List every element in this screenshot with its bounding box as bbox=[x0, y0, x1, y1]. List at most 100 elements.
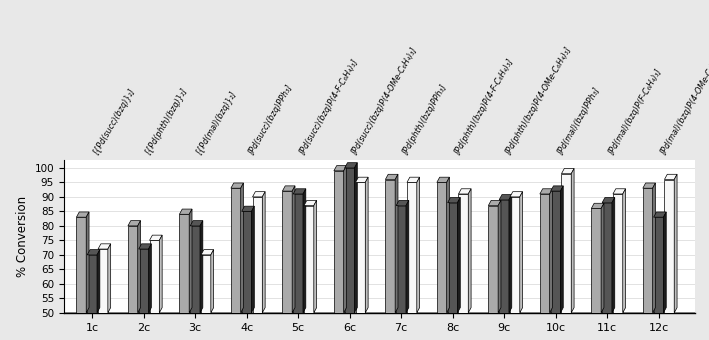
Polygon shape bbox=[447, 198, 460, 203]
Polygon shape bbox=[87, 250, 100, 255]
Polygon shape bbox=[386, 174, 398, 180]
Polygon shape bbox=[334, 166, 347, 171]
Polygon shape bbox=[654, 212, 666, 217]
Polygon shape bbox=[160, 235, 162, 313]
Polygon shape bbox=[417, 177, 420, 313]
Polygon shape bbox=[231, 183, 243, 188]
Bar bbox=[242, 211, 252, 313]
Polygon shape bbox=[304, 200, 317, 206]
Polygon shape bbox=[549, 189, 552, 313]
Bar bbox=[252, 197, 262, 313]
Polygon shape bbox=[128, 221, 140, 226]
Polygon shape bbox=[189, 209, 192, 313]
Bar bbox=[231, 188, 240, 313]
Polygon shape bbox=[242, 206, 255, 211]
Y-axis label: % Conversion: % Conversion bbox=[16, 196, 29, 277]
Polygon shape bbox=[447, 177, 450, 313]
Bar bbox=[179, 214, 189, 313]
Polygon shape bbox=[86, 212, 89, 313]
Bar bbox=[334, 171, 344, 313]
Bar bbox=[150, 240, 160, 313]
Polygon shape bbox=[551, 186, 563, 191]
Polygon shape bbox=[262, 192, 265, 313]
Polygon shape bbox=[355, 177, 368, 182]
Polygon shape bbox=[345, 163, 357, 168]
Polygon shape bbox=[240, 183, 243, 313]
Bar bbox=[87, 255, 97, 313]
Bar bbox=[489, 206, 498, 313]
Polygon shape bbox=[77, 212, 89, 217]
Polygon shape bbox=[623, 189, 625, 313]
Bar bbox=[407, 182, 417, 313]
Polygon shape bbox=[643, 183, 655, 188]
Bar bbox=[540, 194, 549, 313]
Polygon shape bbox=[602, 198, 615, 203]
Bar bbox=[282, 191, 292, 313]
Polygon shape bbox=[457, 198, 460, 313]
Polygon shape bbox=[612, 198, 615, 313]
Polygon shape bbox=[190, 221, 203, 226]
Polygon shape bbox=[396, 200, 409, 206]
Polygon shape bbox=[562, 169, 574, 174]
Polygon shape bbox=[489, 200, 501, 206]
Bar bbox=[128, 226, 138, 313]
Polygon shape bbox=[138, 221, 140, 313]
Polygon shape bbox=[591, 203, 604, 208]
Bar bbox=[643, 188, 652, 313]
Polygon shape bbox=[252, 192, 265, 197]
Text: [Pd(phth)(bzq)PPh₃]: [Pd(phth)(bzq)PPh₃] bbox=[401, 83, 449, 156]
Bar bbox=[613, 194, 623, 313]
Text: [{Pd(phth)(bzq)}₂]: [{Pd(phth)(bzq)}₂] bbox=[144, 87, 189, 156]
Polygon shape bbox=[406, 200, 409, 313]
Text: [{Pd(succ)(bzq)}₂]: [{Pd(succ)(bzq)}₂] bbox=[92, 87, 138, 156]
Bar bbox=[551, 191, 560, 313]
Text: [Pd(succ)(bzq)P(4-OMe-C₆H₄)₃]: [Pd(succ)(bzq)P(4-OMe-C₆H₄)₃] bbox=[350, 46, 419, 156]
Text: [Pd(phth)(bzq)P(4-OMe-C₆H₄)₃]: [Pd(phth)(bzq)P(4-OMe-C₆H₄)₃] bbox=[504, 45, 574, 156]
Bar bbox=[98, 249, 108, 313]
Text: [Pd(phth)(bzq)P(4-F-C₆H₄)₃]: [Pd(phth)(bzq)P(4-F-C₆H₄)₃] bbox=[452, 57, 515, 156]
Polygon shape bbox=[540, 189, 552, 194]
Polygon shape bbox=[108, 244, 111, 313]
Polygon shape bbox=[303, 189, 306, 313]
Bar bbox=[447, 203, 457, 313]
Polygon shape bbox=[97, 250, 100, 313]
Polygon shape bbox=[344, 166, 347, 313]
Polygon shape bbox=[499, 194, 512, 200]
Polygon shape bbox=[98, 244, 111, 249]
Polygon shape bbox=[354, 163, 357, 313]
Polygon shape bbox=[407, 177, 420, 182]
Text: [Pd(mal)(bzq)PPh₃]: [Pd(mal)(bzq)PPh₃] bbox=[556, 86, 601, 156]
Polygon shape bbox=[365, 177, 368, 313]
Bar bbox=[562, 174, 571, 313]
Text: [Pd(succ)(bzq)PPh₃]: [Pd(succ)(bzq)PPh₃] bbox=[247, 83, 294, 156]
Polygon shape bbox=[674, 174, 677, 313]
Bar bbox=[386, 180, 395, 313]
Bar bbox=[139, 249, 148, 313]
Polygon shape bbox=[652, 183, 655, 313]
Polygon shape bbox=[252, 206, 255, 313]
Polygon shape bbox=[468, 189, 471, 313]
Text: [Pd(mal)(bzq)P(F-C₆H₄)₃]: [Pd(mal)(bzq)P(F-C₆H₄)₃] bbox=[607, 67, 664, 156]
Polygon shape bbox=[437, 177, 450, 182]
Bar bbox=[396, 206, 406, 313]
Polygon shape bbox=[314, 200, 317, 313]
Bar bbox=[355, 182, 365, 313]
Polygon shape bbox=[560, 186, 563, 313]
Polygon shape bbox=[498, 200, 501, 313]
Polygon shape bbox=[571, 169, 574, 313]
Bar bbox=[304, 206, 314, 313]
Bar bbox=[591, 208, 601, 313]
Polygon shape bbox=[148, 244, 151, 313]
Bar bbox=[77, 217, 86, 313]
Polygon shape bbox=[601, 203, 604, 313]
Bar bbox=[664, 180, 674, 313]
Polygon shape bbox=[520, 192, 523, 313]
Polygon shape bbox=[459, 189, 471, 194]
Polygon shape bbox=[395, 174, 398, 313]
Bar bbox=[510, 197, 520, 313]
Polygon shape bbox=[200, 221, 203, 313]
Bar bbox=[459, 194, 468, 313]
Bar bbox=[294, 194, 303, 313]
Bar bbox=[602, 203, 612, 313]
Polygon shape bbox=[664, 174, 677, 180]
